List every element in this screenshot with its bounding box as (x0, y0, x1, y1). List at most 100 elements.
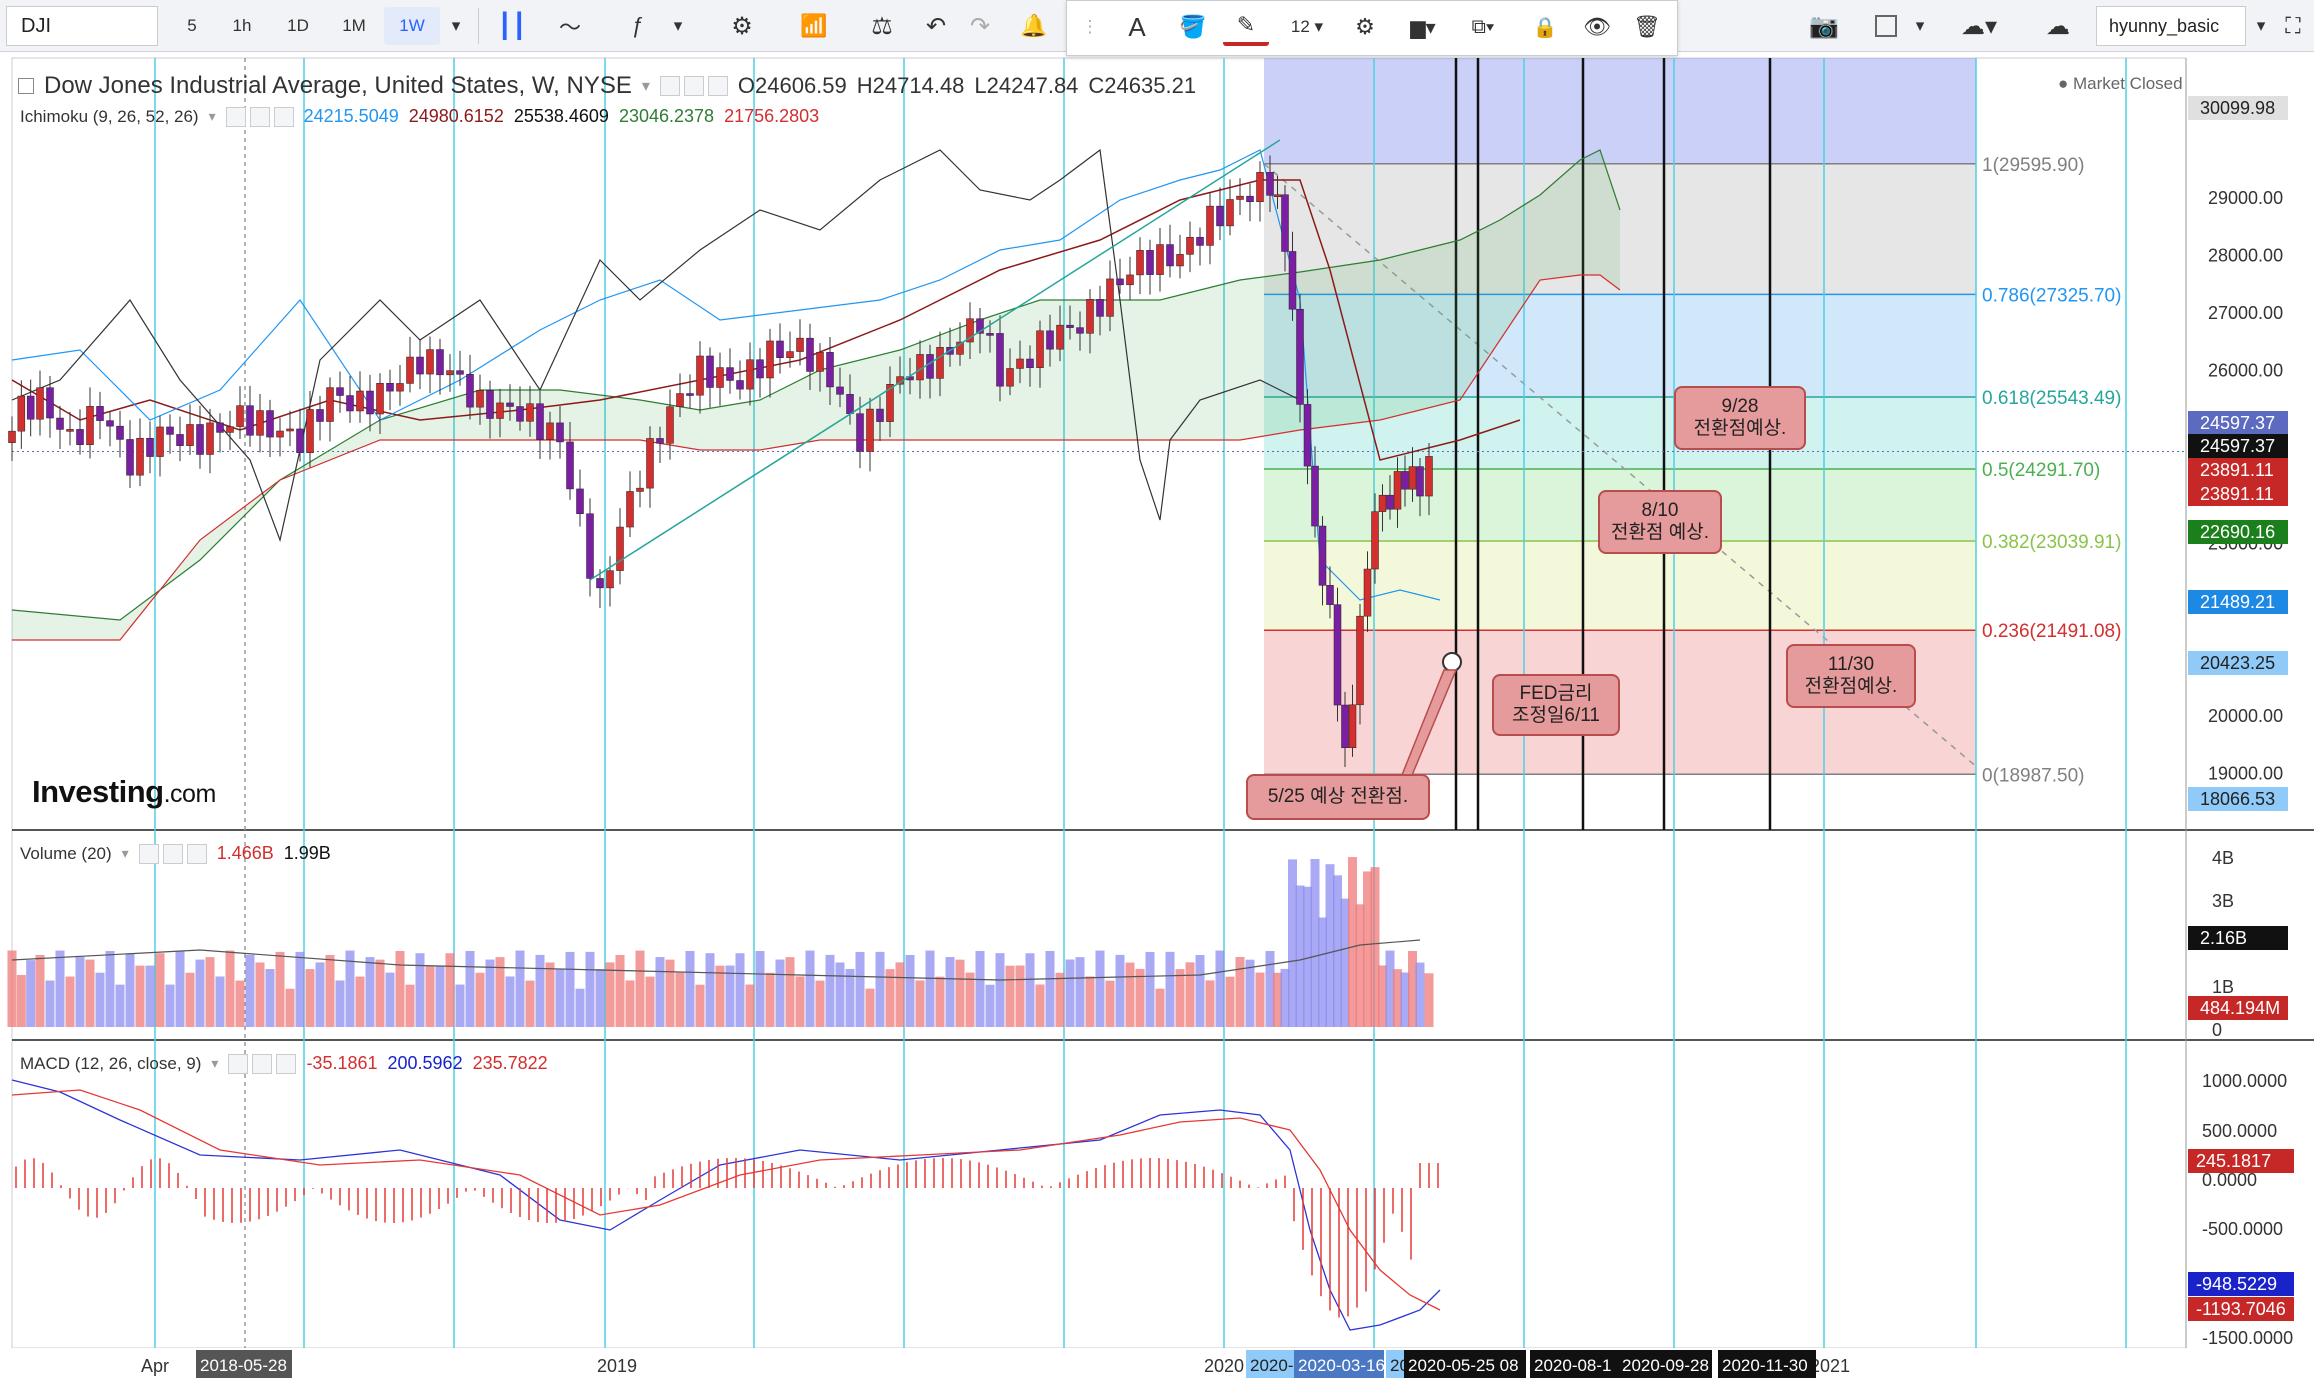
lock-icon[interactable]: 🔒 (1532, 16, 1558, 39)
fill-bucket-icon[interactable]: 🪣 (1179, 14, 1207, 39)
volume-bar (735, 953, 745, 1027)
volume-bar (175, 951, 185, 1027)
callout-8-10[interactable]: 8/10 전환점 예상. (1598, 490, 1722, 554)
compare-chart-icon[interactable]: 📶 (800, 13, 828, 38)
macd-tag-bg-1 (2188, 1272, 2294, 1296)
candle-body (286, 428, 294, 432)
interval-5-button[interactable]: 5 (187, 16, 197, 35)
pencil-color-icon[interactable]: ✎ (1223, 8, 1269, 46)
volume-bar (1288, 859, 1297, 1027)
font-size-select[interactable]: 12 ▾ (1290, 17, 1324, 36)
indicators-dropdown-icon[interactable]: ▾ (673, 16, 683, 35)
candle-body (956, 341, 964, 355)
symbol-text: DJI (21, 14, 51, 37)
layout-square-icon[interactable] (1866, 7, 1906, 45)
candle-body (446, 370, 454, 376)
logo-suffix: .com (163, 780, 217, 808)
candle-body (206, 422, 214, 455)
title-dropdown-icon[interactable]: ▾ (641, 78, 650, 95)
alert-bell-icon[interactable]: 🔔 (1020, 13, 1048, 38)
candle-body (1156, 244, 1164, 275)
callout-11-30[interactable]: 11/30 전환점예상. (1786, 644, 1916, 708)
price-tag-4: 23891.11 (2200, 484, 2274, 504)
ichimoku-dropdown-icon[interactable]: ▾ (208, 108, 216, 124)
volume-bar (1363, 871, 1372, 1027)
market-status: ● Market Closed (2058, 74, 2183, 93)
indicators-icon[interactable]: ƒ (631, 13, 645, 38)
candle-body (146, 437, 154, 457)
candle-body (1216, 205, 1224, 227)
settings-gear-icon[interactable]: ⚙ (731, 12, 753, 40)
interval-1h-button[interactable]: 1h (232, 16, 252, 35)
visibility-panel-icon[interactable]: ▆▾ (1410, 16, 1436, 39)
macd-action-icons[interactable] (228, 1053, 297, 1074)
volume-bar (1005, 965, 1015, 1027)
time-axis-label-1: 2019 (597, 1356, 637, 1376)
time-tag-7: 2020-11-30 (1722, 1356, 1808, 1375)
candle-body (296, 428, 304, 453)
interval-1m-button[interactable]: 1M (342, 16, 366, 35)
volume-bar (775, 959, 785, 1027)
scales-icon[interactable]: ⚖ (871, 12, 893, 40)
cloud-save-icon[interactable]: ☁ (2046, 12, 2070, 40)
volume-action-icons[interactable] (138, 843, 207, 864)
redo-icon[interactable]: ↷ (969, 12, 991, 40)
fullscreen-icon[interactable]: ⛶ (2285, 13, 2301, 38)
candle-body (406, 356, 414, 384)
layout-dropdown-icon[interactable]: ▾ (1915, 16, 1925, 35)
callout-fed[interactable]: FED금리 조정일6/11 (1492, 674, 1620, 736)
callout-9-28-text: 9/28 전환점예상. (1693, 396, 1787, 439)
collapse-icon[interactable] (18, 78, 34, 94)
symbol-search-input[interactable]: DJI (6, 6, 158, 46)
callout-5-25[interactable]: 5/25 예상 전환점. (1246, 774, 1430, 820)
candle-body (476, 390, 484, 408)
user-dropdown-icon[interactable]: ▾ (2256, 16, 2266, 35)
fib-label-1: 0.786(27325.70) (1982, 285, 2121, 306)
cloud-load-icon[interactable]: ☁▾ (1960, 12, 1998, 40)
snapshot-camera-icon[interactable]: 📷 (1809, 12, 1839, 40)
volume-bar (675, 972, 685, 1027)
volume-dropdown-icon[interactable]: ▾ (121, 845, 129, 861)
candle-body (506, 402, 514, 407)
candle-body (726, 367, 734, 381)
macd-dropdown-icon[interactable]: ▾ (211, 1055, 219, 1071)
volume-ma-line (11, 939, 1421, 981)
eye-icon[interactable]: 👁 (1583, 14, 1611, 39)
volume-bar (845, 968, 855, 1027)
drag-handle-icon[interactable]: ⋮ (1081, 17, 1099, 36)
macd-axis-label-2: 0.0000 (2202, 1170, 2257, 1190)
candle-body (716, 367, 724, 388)
price-tag-8: 18066.53 (2200, 789, 2275, 809)
clone-icon[interactable]: ⧉▾ (1471, 15, 1495, 38)
volume-bar (615, 954, 625, 1027)
callout-11-30-text: 11/30 전환점예상. (1804, 654, 1898, 697)
area-chart-icon[interactable]: 〜 (558, 15, 581, 40)
volume-bar (485, 959, 495, 1027)
undo-icon[interactable]: ↶ (925, 12, 947, 40)
candle-body (676, 393, 684, 408)
fib-label-6: 0(18987.50) (1982, 765, 2084, 786)
volume-bar (65, 976, 75, 1027)
volume-bar (1385, 950, 1395, 1027)
interval-1d-button[interactable]: 1D (287, 16, 309, 35)
callout-9-28[interactable]: 9/28 전환점예상. (1674, 386, 1806, 450)
candle-body (786, 351, 794, 358)
volume-bar (565, 951, 575, 1027)
candle-body (1166, 244, 1174, 267)
text-tool-icon[interactable]: A (1128, 11, 1146, 42)
candle-body (1236, 195, 1244, 200)
candle-body (386, 383, 394, 392)
trash-icon[interactable]: 🗑 (1633, 14, 1661, 39)
volume-bar (525, 980, 535, 1027)
candles-icon[interactable]: ┃┃ (497, 12, 527, 40)
user-menu[interactable]: hyunny_basic (2096, 6, 2246, 46)
draw-settings-gear-icon[interactable]: ⚙ (1355, 14, 1375, 39)
ichimoku-action-icons[interactable] (225, 106, 294, 127)
volume-bar (155, 953, 165, 1027)
candle-body (236, 405, 244, 427)
interval-1w-button[interactable]: 1W (384, 7, 440, 45)
interval-dropdown-icon[interactable]: ▾ (451, 16, 461, 35)
volume-bar (1393, 969, 1402, 1027)
legend-action-icons[interactable] (659, 76, 728, 96)
